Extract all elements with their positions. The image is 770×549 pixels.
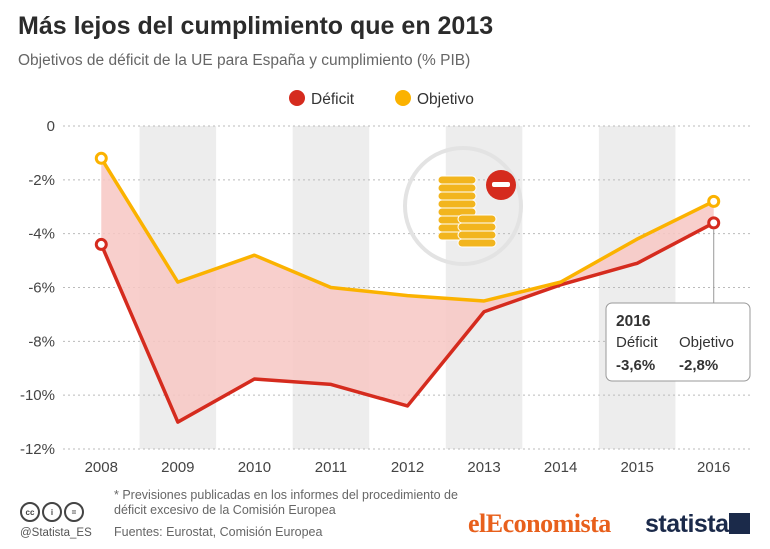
x-tick-label: 2012: [391, 459, 424, 476]
callout-objetivo-label: Objetivo: [679, 334, 734, 351]
no-derivatives-icon: =: [64, 502, 84, 522]
coin: [437, 199, 477, 209]
callout-deficit-value: -3,6%: [616, 357, 655, 374]
coin: [457, 222, 497, 232]
x-tick-label: 2008: [85, 459, 118, 476]
legend-swatch-objetivo: [395, 90, 411, 106]
minus-bar: [492, 182, 510, 187]
y-tick-label: 0: [47, 118, 55, 135]
y-tick-label: -6%: [28, 280, 55, 297]
y-tick-label: -12%: [20, 441, 55, 458]
gap-area: [101, 158, 714, 423]
series-line-objetivo: [99, 157, 715, 303]
coin: [437, 175, 477, 185]
coins-circle: [403, 146, 523, 266]
coin: [437, 191, 477, 201]
statista-logo: statista: [645, 510, 729, 538]
y-tick-label: -4%: [28, 226, 55, 243]
attribution-icon: i: [42, 502, 62, 522]
legend-label-objetivo: Objetivo: [417, 91, 474, 108]
coin: [457, 230, 497, 240]
coin: [437, 183, 477, 193]
y-tick-label: -2%: [28, 172, 55, 189]
x-tick-label: 2009: [161, 459, 194, 476]
x-tick-label: 2016: [697, 459, 730, 476]
x-tick-label: 2010: [238, 459, 271, 476]
data-point-2008: [94, 237, 108, 251]
eleconomista-logo: elEconomista: [468, 509, 611, 538]
legend: Déficit Objetivo: [289, 90, 474, 108]
x-tick-label: 2013: [467, 459, 500, 476]
chart-title: Más lejos del cumplimiento que en 2013: [18, 12, 494, 40]
x-tick-label: 2014: [544, 459, 577, 476]
legend-swatch-deficit: [289, 90, 305, 106]
year-band-2015: [598, 126, 676, 449]
creative-commons-icon: cc: [20, 502, 40, 522]
y-tick-label: -8%: [28, 333, 55, 350]
license-icons: cc i =: [20, 502, 84, 522]
data-point-2016: [707, 194, 721, 208]
callout-year: 2016: [616, 313, 651, 330]
coin: [457, 238, 497, 248]
x-tick-label: 2015: [620, 459, 653, 476]
y-tick-label: -10%: [20, 387, 55, 404]
callout-deficit-label: Déficit: [616, 334, 659, 351]
data-point-2008: [94, 151, 108, 165]
series-line-deficit: [99, 221, 715, 424]
footnote: * Previsiones publicadas en los informes…: [114, 488, 458, 517]
sources: Fuentes: Eurostat, Comisión Europea: [114, 525, 323, 539]
callout-frame: [605, 302, 751, 382]
social-handle: @Statista_ES: [20, 527, 92, 539]
coins-illustration: [403, 146, 523, 266]
callout-box: 2016 Déficit Objetivo -3,6% -2,8%: [605, 302, 751, 382]
coin: [457, 214, 497, 224]
data-point-2016: [707, 216, 721, 230]
legend-label-deficit: Déficit: [311, 91, 355, 108]
x-tick-label: 2011: [315, 459, 347, 476]
callout-objetivo-value: -2,8%: [679, 357, 718, 374]
statista-logo-mark: [729, 513, 750, 534]
chart-subtitle: Objetivos de déficit de la UE para Españ…: [18, 52, 471, 69]
